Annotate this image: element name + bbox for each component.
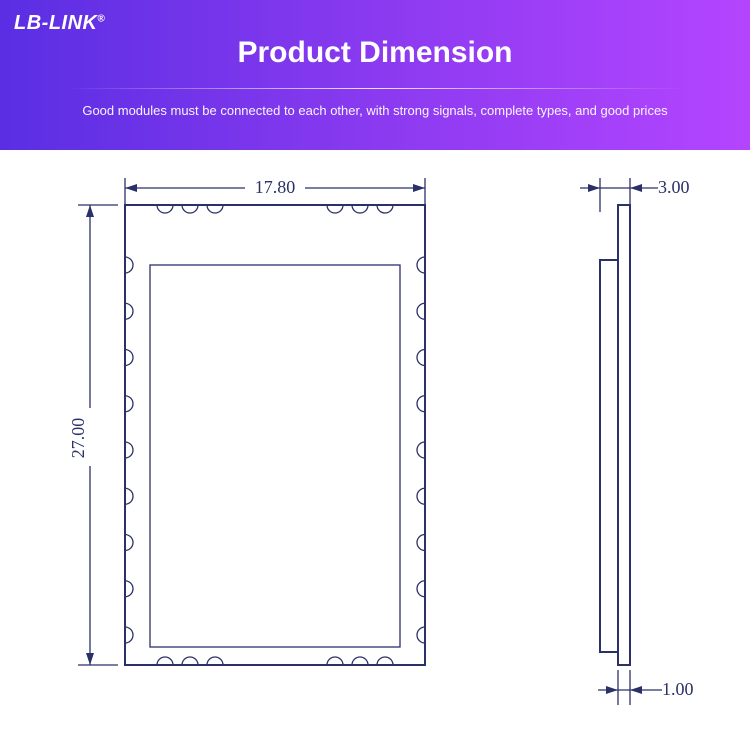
brand-logo: LB-LINK® bbox=[14, 12, 105, 35]
dim-width-label: 17.80 bbox=[255, 177, 296, 197]
shield-outline bbox=[150, 265, 400, 647]
technical-drawing: 17.80 27.00 3.00 bbox=[0, 150, 750, 746]
registered-mark: ® bbox=[97, 13, 105, 24]
dim-thickness-label: 3.00 bbox=[658, 177, 690, 197]
front-view: 17.80 27.00 bbox=[20, 160, 500, 740]
side-outline bbox=[600, 205, 630, 665]
page-subtitle: Good modules must be connected to each o… bbox=[0, 103, 750, 118]
header-banner: LB-LINK® Product Dimension Good modules … bbox=[0, 0, 750, 150]
dim-width: 17.80 bbox=[125, 176, 425, 215]
dim-height-label: 27.00 bbox=[68, 418, 88, 459]
dim-height: 27.00 bbox=[68, 205, 118, 665]
side-view: 3.00 1.00 bbox=[540, 160, 740, 740]
dim-lip-label: 1.00 bbox=[662, 679, 694, 699]
page-title: Product Dimension bbox=[0, 0, 750, 70]
castellation-pads bbox=[125, 205, 425, 665]
dim-thickness: 3.00 bbox=[580, 177, 690, 212]
title-divider bbox=[65, 88, 685, 89]
dim-lip: 1.00 bbox=[598, 670, 694, 705]
logo-text: LB-LINK bbox=[14, 12, 97, 34]
module-outline bbox=[125, 205, 425, 665]
